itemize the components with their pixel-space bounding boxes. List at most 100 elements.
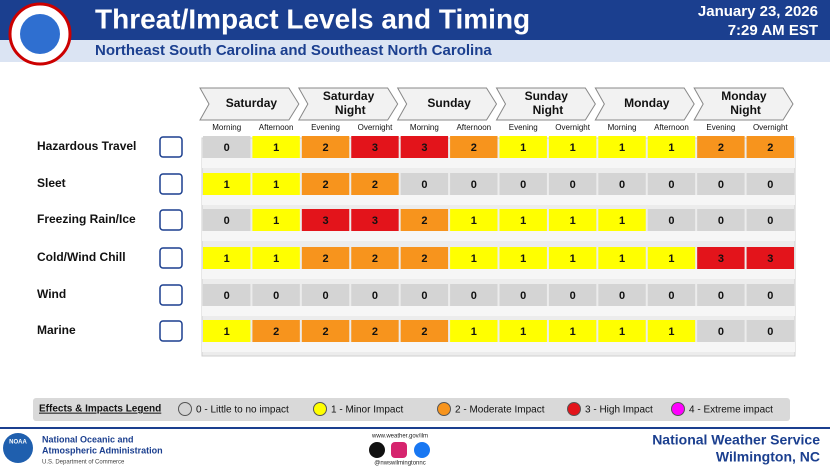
impact-cell	[697, 247, 745, 269]
impact-cell	[400, 209, 449, 231]
impact-value: 1	[471, 215, 477, 227]
agency-line2: Atmospheric Administration	[42, 445, 163, 455]
impact-value: 2	[322, 326, 328, 338]
impact-value: 2	[421, 215, 427, 227]
impact-value: 2	[471, 142, 477, 154]
impact-cell	[746, 320, 794, 342]
legend-swatch	[313, 402, 327, 416]
impact-cell	[400, 173, 449, 195]
day-label: Saturday	[226, 96, 278, 110]
row-label: Cold/Wind Chill	[37, 250, 126, 264]
noaa-logo-text: NOAA	[9, 440, 27, 446]
legend-swatch	[437, 402, 451, 416]
impact-value: 2	[322, 179, 328, 191]
impact-cell	[499, 136, 547, 158]
facebook-icon[interactable]	[414, 442, 430, 458]
website: www.weather.gov/ilm	[371, 434, 428, 440]
impact-value: 0	[421, 290, 427, 302]
impact-cell	[598, 173, 646, 195]
impact-value: 0	[570, 290, 576, 302]
period-label: Overnight	[753, 123, 788, 132]
impact-value: 3	[421, 142, 427, 154]
impact-value: 0	[520, 179, 526, 191]
impact-value: 0	[668, 179, 674, 191]
day-label: Monday Night	[721, 89, 770, 117]
impact-cell	[400, 136, 449, 158]
subtitle-band	[0, 40, 830, 62]
impact-cell	[697, 209, 745, 231]
period-label: Overnight	[358, 123, 393, 132]
impact-cell	[450, 173, 498, 195]
impact-value: 1	[570, 253, 576, 265]
row-spacer	[202, 231, 795, 241]
impact-cell	[647, 320, 696, 342]
day-chevron	[495, 87, 596, 121]
impact-value: 3	[767, 253, 773, 265]
x-icon[interactable]	[369, 442, 385, 458]
impact-value: 1	[273, 179, 279, 191]
impact-cell	[746, 173, 794, 195]
impact-value: 1	[471, 326, 477, 338]
day-chevron	[297, 87, 399, 121]
location: Wilmington, NC	[716, 449, 820, 465]
impact-value: 1	[520, 142, 526, 154]
impact-cell	[548, 320, 597, 342]
impact-cell	[203, 136, 251, 158]
legend-label: 2 - Moderate Impact	[455, 405, 545, 416]
legend-label: 1 - Minor Impact	[331, 405, 403, 416]
impact-cell	[548, 284, 597, 306]
impact-cell	[548, 247, 597, 269]
period-label: Evening	[509, 123, 538, 132]
impact-value: 2	[322, 142, 328, 154]
row-label: Marine	[37, 323, 76, 337]
impact-cell	[252, 173, 300, 195]
instagram-icon[interactable]	[391, 442, 407, 458]
impact-value: 3	[372, 142, 378, 154]
impact-value: 0	[767, 215, 773, 227]
impact-value: 0	[273, 290, 279, 302]
impact-cell	[746, 136, 794, 158]
impact-cell	[548, 136, 597, 158]
impact-cell	[252, 284, 300, 306]
impact-cell	[252, 320, 300, 342]
agency-line1: National Oceanic and	[42, 434, 134, 444]
impact-value: 2	[372, 179, 378, 191]
impact-value: 1	[273, 253, 279, 265]
day-label: Monday	[624, 96, 670, 110]
nws-logo-inner	[20, 14, 60, 54]
impact-value: 0	[471, 179, 477, 191]
impact-cell	[746, 247, 794, 269]
impact-cell	[301, 284, 350, 306]
impact-value: 1	[273, 215, 279, 227]
impact-cell	[647, 284, 696, 306]
table-background	[201, 137, 796, 357]
impact-cell	[301, 320, 350, 342]
day-chevron	[396, 87, 498, 121]
impact-value: 1	[619, 326, 625, 338]
impact-cell	[351, 209, 399, 231]
impact-cell	[203, 320, 251, 342]
impact-cell	[252, 247, 300, 269]
impact-value: 2	[421, 253, 427, 265]
impact-value: 0	[619, 290, 625, 302]
impact-cell	[450, 284, 498, 306]
period-label: Afternoon	[456, 123, 491, 132]
row-icon	[159, 320, 183, 342]
impact-value: 1	[570, 215, 576, 227]
impact-cell	[548, 173, 597, 195]
day-chevron	[199, 87, 300, 121]
impact-value: 0	[668, 290, 674, 302]
impact-cell	[499, 284, 547, 306]
impact-cell	[301, 173, 350, 195]
impact-cell	[647, 209, 696, 231]
impact-cell	[203, 209, 251, 231]
legend-bar	[33, 398, 790, 421]
impact-value: 1	[619, 253, 625, 265]
legend-swatch	[671, 402, 685, 416]
impact-value: 0	[718, 215, 724, 227]
legend-label: 0 - Little to no impact	[196, 405, 289, 416]
row-spacer	[202, 269, 795, 279]
impact-value: 1	[471, 253, 477, 265]
impact-value: 0	[224, 142, 230, 154]
impact-cell	[598, 209, 646, 231]
